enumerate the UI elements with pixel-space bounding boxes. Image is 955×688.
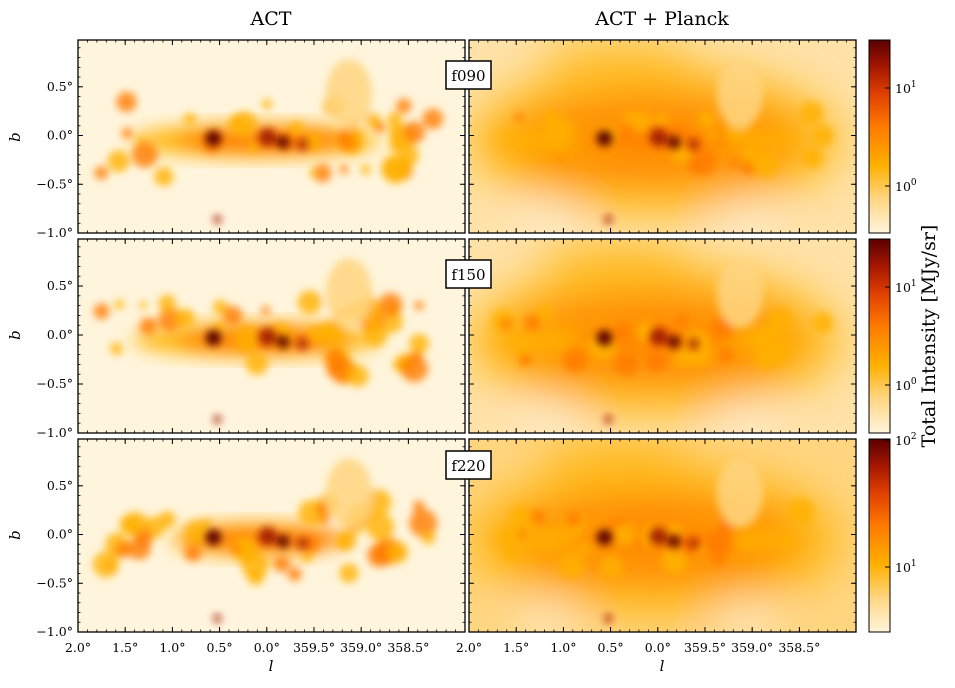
colorbar-3-tick-100: 102: [895, 432, 917, 448]
xtick-c1-6: 359.5°: [293, 640, 335, 655]
colorbar-2-tick-10: 101: [895, 279, 917, 295]
ytick-r1-2: 0.0°: [47, 128, 73, 143]
axes-group: 0.5° 0.0° −0.5° −1.0° 0.5° 0.0° −0.5° −1.0° 0.5°…: [36, 79, 820, 655]
panel-r1-c2: [468, 39, 857, 234]
xtick-c2-3: 1.0°: [550, 640, 576, 655]
colorbar-row-1: 101 100: [868, 39, 917, 234]
ytick-r1-1: 0.5°: [47, 79, 73, 94]
band-label-f150: f150: [445, 259, 492, 289]
band-label-f150-text: f150: [451, 266, 485, 284]
panel-r2-c1-frame: [77, 238, 466, 434]
xtick-c1-5: 0.0°: [254, 640, 280, 655]
panel-r1-c1-frame: [77, 39, 466, 234]
colorbar-row-2: 101 100: [868, 238, 917, 434]
column-title-act: ACT: [250, 8, 292, 30]
xtick-c1-2: 1.5°: [112, 640, 138, 655]
band-label-f090: f090: [445, 60, 492, 90]
panel-r2-c2-frame: [468, 238, 857, 434]
xlabel-left: l: [269, 657, 274, 675]
ytick-r3-3: −0.5°: [36, 575, 73, 590]
xtick-c2-4: 0.5°: [598, 640, 624, 655]
xtick-c2-5: 0.0°: [645, 640, 671, 655]
ytick-r1-3: −0.5°: [36, 176, 73, 191]
colorbar-1-tick-1: 100: [895, 178, 917, 194]
colorbar-1-tick-10: 101: [895, 80, 917, 96]
ytick-r3-1: 0.5°: [47, 478, 73, 493]
panel-r3-c2-frame: [468, 438, 857, 633]
colorbar-row-3: 102 101: [868, 432, 917, 633]
band-label-f090-text: f090: [451, 67, 485, 85]
colorbar-2-gradient: [868, 238, 891, 434]
ytick-r3-4: −1.0°: [36, 624, 73, 639]
ytick-r3-2: 0.0°: [47, 527, 73, 542]
panel-r2-c2: [468, 238, 857, 434]
ytick-r2-4: −1.0°: [36, 425, 73, 440]
xtick-c2-2: 1.5°: [503, 640, 529, 655]
xtick-c2-1: 2.0°: [456, 640, 482, 655]
xtick-c1-1: 2.0°: [65, 640, 91, 655]
panel-r3-c1: [77, 438, 466, 633]
ylabel-row-2: b: [6, 330, 24, 340]
ytick-r1-4: −1.0°: [36, 225, 73, 240]
xtick-c1-3: 1.0°: [159, 640, 185, 655]
panel-r2-c1: [77, 238, 466, 434]
colorbar-2-tick-1: 100: [895, 377, 917, 393]
colorbar-1-gradient: [868, 39, 891, 234]
ytick-r2-1: 0.5°: [47, 278, 73, 293]
colorbar-label: Total Intensity [MJy/sr]: [918, 225, 940, 448]
xlabel-right: l: [660, 657, 665, 675]
panels-group: [77, 39, 857, 633]
panel-r3-c2: [468, 438, 857, 633]
colorbar-3-tick-10: 101: [895, 559, 917, 575]
panel-r3-c1-frame: [77, 438, 466, 633]
ytick-r2-2: 0.0°: [47, 327, 73, 342]
xtick-c2-6: 359.5°: [684, 640, 726, 655]
panel-r1-c2-frame: [468, 39, 857, 234]
colorbar-3-gradient: [868, 438, 891, 633]
ylabel-row-3: b: [6, 530, 24, 540]
xtick-c1-8: 358.5°: [387, 640, 429, 655]
band-label-f220-text: f220: [451, 457, 485, 475]
ylabel-row-1: b: [6, 132, 24, 142]
band-label-f220: f220: [445, 450, 492, 480]
column-title-act-planck: ACT + Planck: [594, 8, 729, 30]
xtick-c2-7: 359.0°: [731, 640, 773, 655]
xtick-c1-7: 359.0°: [340, 640, 382, 655]
xtick-c1-4: 0.5°: [207, 640, 233, 655]
panel-r1-c1: [77, 39, 466, 234]
xtick-c2-8: 358.5°: [778, 640, 820, 655]
ytick-r2-3: −0.5°: [36, 376, 73, 391]
